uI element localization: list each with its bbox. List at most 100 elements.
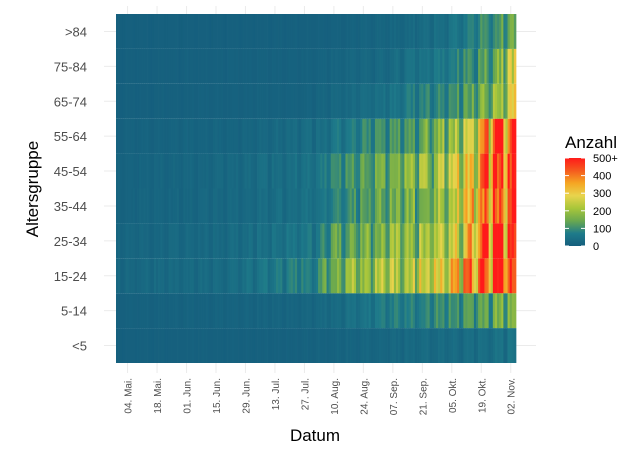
heatmap-tile bbox=[360, 188, 363, 224]
heatmap-tile bbox=[185, 328, 188, 363]
heatmap-tile bbox=[132, 48, 136, 84]
heatmap-tile bbox=[246, 328, 249, 363]
heatmap-tile bbox=[345, 48, 348, 84]
heatmap-tile bbox=[254, 328, 258, 363]
heatmap-tile bbox=[351, 153, 355, 189]
heatmap-tile bbox=[339, 223, 342, 259]
heatmap-tile bbox=[204, 328, 207, 363]
heatmap-tile bbox=[206, 328, 209, 363]
heatmap-tile bbox=[469, 83, 473, 119]
heatmap-tile bbox=[181, 293, 184, 329]
heatmap-tile bbox=[377, 48, 380, 84]
heatmap-tile bbox=[153, 328, 157, 363]
heatmap-tile bbox=[442, 293, 445, 329]
heatmap-tile bbox=[497, 83, 500, 119]
heatmap-tile bbox=[301, 293, 304, 329]
heatmap-tile bbox=[307, 328, 311, 363]
heatmap-tile bbox=[486, 223, 489, 259]
heatmap-tile bbox=[446, 293, 449, 329]
heatmap-tile bbox=[339, 293, 342, 329]
heatmap-tile bbox=[471, 293, 475, 329]
heatmap-tile bbox=[231, 83, 235, 119]
heatmap-tile bbox=[366, 118, 369, 154]
heatmap-tile bbox=[490, 118, 494, 154]
heatmap-tile bbox=[465, 258, 468, 294]
heatmap-tile bbox=[208, 83, 212, 119]
heatmap-tile bbox=[374, 118, 378, 154]
heatmap-tile bbox=[316, 223, 319, 259]
heatmap-tile bbox=[345, 293, 348, 329]
heatmap-tile bbox=[120, 328, 123, 363]
heatmap-tile bbox=[412, 328, 416, 363]
heatmap-tile bbox=[393, 48, 397, 84]
heatmap-tile bbox=[116, 118, 119, 154]
heatmap-tile bbox=[347, 223, 351, 259]
heatmap-tile bbox=[497, 223, 500, 259]
x-tick-label: 10. Aug. bbox=[330, 378, 341, 415]
heatmap-tile bbox=[438, 14, 441, 49]
heatmap-tile bbox=[478, 188, 481, 224]
heatmap-tile bbox=[389, 153, 393, 189]
heatmap-tile bbox=[139, 48, 142, 84]
heatmap-tile bbox=[316, 83, 319, 119]
heatmap-tile bbox=[280, 223, 283, 259]
heatmap-tile bbox=[116, 328, 119, 363]
heatmap-tile bbox=[438, 293, 441, 329]
heatmap-tile bbox=[250, 14, 254, 49]
heatmap-tile bbox=[147, 118, 151, 154]
heatmap-tile bbox=[164, 153, 167, 189]
heatmap-tile bbox=[360, 223, 363, 259]
heatmap-tile bbox=[478, 223, 481, 259]
heatmap-tile bbox=[465, 14, 468, 49]
heatmap-tile bbox=[358, 258, 361, 294]
heatmap-tile bbox=[503, 188, 506, 224]
heatmap-tile bbox=[179, 118, 182, 154]
heatmap-tile bbox=[303, 83, 306, 119]
heatmap-tile bbox=[400, 328, 403, 363]
heatmap-tile bbox=[379, 293, 382, 329]
heatmap-tile bbox=[238, 188, 241, 224]
heatmap-tile bbox=[126, 83, 129, 119]
heatmap-tile bbox=[128, 153, 132, 189]
heatmap-tile bbox=[126, 223, 129, 259]
heatmap-tile bbox=[288, 188, 292, 224]
heatmap-tile bbox=[284, 328, 287, 363]
heatmap-tile bbox=[311, 14, 315, 49]
heatmap-tile bbox=[276, 258, 279, 294]
heatmap-tile bbox=[280, 328, 283, 363]
heatmap-tile bbox=[379, 258, 382, 294]
heatmap-tile bbox=[322, 223, 325, 259]
heatmap-tile bbox=[149, 223, 153, 259]
y-tick-label: 65-74 bbox=[54, 94, 87, 109]
heatmap-tile bbox=[271, 118, 275, 154]
heatmap-tile bbox=[318, 188, 321, 224]
heatmap-tile bbox=[179, 83, 182, 119]
heatmap-tile bbox=[362, 48, 365, 84]
heatmap-tile bbox=[444, 83, 447, 119]
heatmap-tile bbox=[120, 223, 123, 259]
heatmap-tile bbox=[286, 83, 289, 119]
heatmap-tile bbox=[219, 14, 222, 49]
heatmap-tile bbox=[408, 328, 412, 363]
heatmap-tile bbox=[404, 14, 407, 49]
heatmap-tile bbox=[419, 118, 422, 154]
heatmap-tile bbox=[282, 14, 285, 49]
heatmap-tile bbox=[221, 153, 224, 189]
heatmap-tile bbox=[406, 14, 409, 49]
heatmap-tile bbox=[139, 83, 142, 119]
heatmap-tile bbox=[116, 293, 119, 329]
heatmap-tile bbox=[425, 48, 428, 84]
heatmap-tile bbox=[499, 223, 502, 259]
heatmap-tile bbox=[316, 258, 319, 294]
heatmap-tile bbox=[457, 83, 460, 119]
heatmap-tile bbox=[316, 188, 319, 224]
heatmap-tile bbox=[433, 258, 437, 294]
heatmap-tile bbox=[261, 188, 264, 224]
heatmap-tile bbox=[166, 153, 169, 189]
heatmap-tile bbox=[143, 83, 146, 119]
heatmap-tile bbox=[187, 14, 191, 49]
heatmap-tile bbox=[452, 328, 456, 363]
heatmap-tile bbox=[497, 153, 500, 189]
heatmap-tile bbox=[126, 48, 129, 84]
heatmap-tile bbox=[358, 188, 361, 224]
